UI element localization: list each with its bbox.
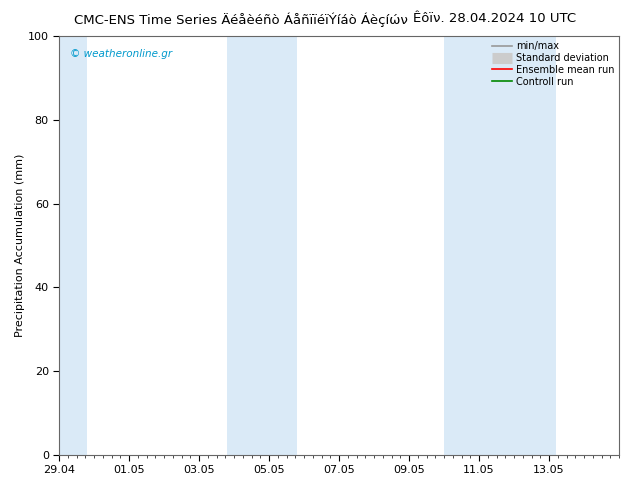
Text: © weatheronline.gr: © weatheronline.gr	[70, 49, 172, 59]
Legend: min/max, Standard deviation, Ensemble mean run, Controll run: min/max, Standard deviation, Ensemble me…	[490, 39, 616, 89]
Bar	[227, 36, 297, 455]
Y-axis label: Precipitation Accumulation (mm): Precipitation Accumulation (mm)	[15, 154, 25, 337]
Text: Êôïν. 28.04.2024 10 UTC: Êôïν. 28.04.2024 10 UTC	[413, 12, 576, 25]
Text: CMC-ENS Time Series Äéåèéñò ÁåñïïéïÝíáò Áèçíών: CMC-ENS Time Series Äéåèéñò ÁåñïïéïÝíáò …	[74, 12, 408, 27]
Bar	[56, 36, 87, 455]
Bar	[444, 36, 556, 455]
